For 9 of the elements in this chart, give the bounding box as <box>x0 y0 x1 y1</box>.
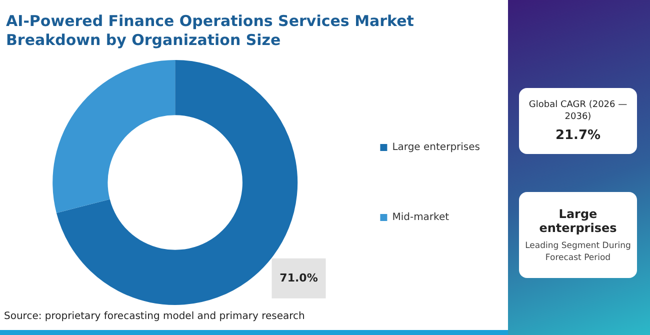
legend-label: Large enterprises <box>392 142 480 154</box>
source-note: Source: proprietary forecasting model and primary research <box>4 311 305 322</box>
text: Global CAGR (2026 — 2036) <box>528 99 628 123</box>
text: Leading Segment During Forecast Period <box>524 240 632 264</box>
text: 21.7% <box>554 128 602 143</box>
text: Large enterprises <box>538 206 618 234</box>
legend-label: Mid-market <box>392 212 450 224</box>
data-label: 71.0% <box>280 271 318 284</box>
chart-title: AI-Powered Finance Operations Services Market Breakdown by Organization Size <box>6 12 415 50</box>
